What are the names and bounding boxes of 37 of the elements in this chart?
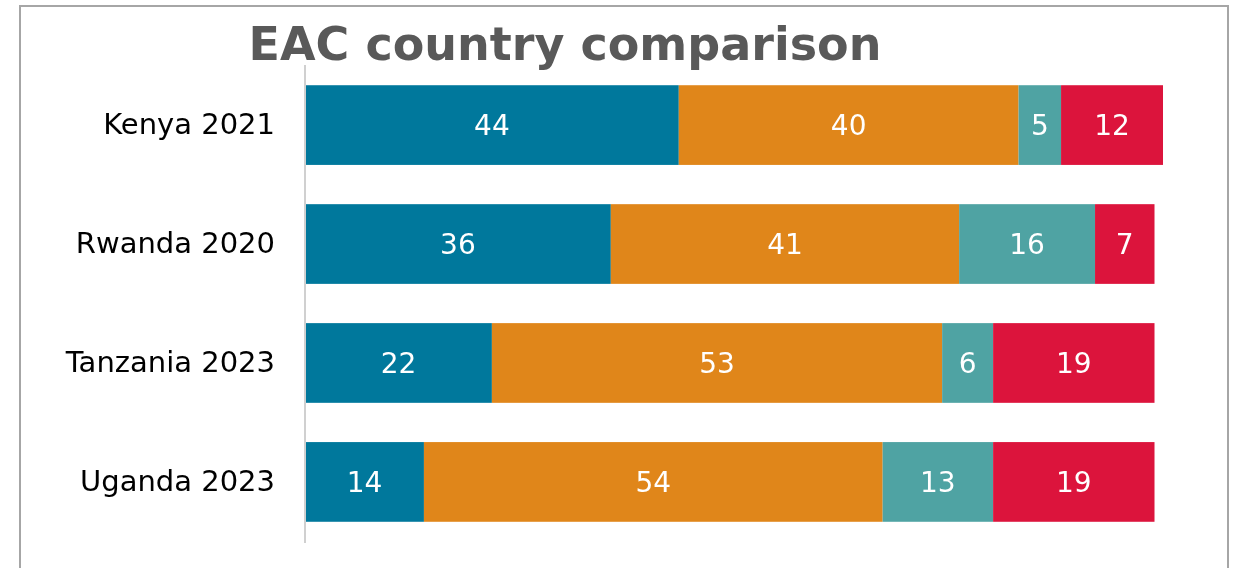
data-label: 40 <box>830 108 867 142</box>
data-label: 41 <box>767 227 803 261</box>
data-label: 14 <box>346 465 383 499</box>
bar <box>610 204 960 284</box>
data-label: 19 <box>1055 465 1092 499</box>
chart-title: EAC country comparison <box>248 17 882 71</box>
data-label: 44 <box>474 108 510 142</box>
bar <box>882 442 994 522</box>
bar <box>305 204 611 284</box>
data-label: 53 <box>699 346 735 380</box>
bar <box>423 442 883 522</box>
y-tick-label: Rwanda 2020 <box>75 226 275 261</box>
bar <box>942 323 994 403</box>
data-label: 7 <box>1115 227 1134 261</box>
data-label: 36 <box>440 227 476 261</box>
data-label: 19 <box>1055 346 1092 380</box>
bar <box>1018 85 1062 165</box>
data-label: 22 <box>380 346 417 380</box>
data-label: 5 <box>1030 108 1049 142</box>
bar <box>305 323 492 403</box>
bar <box>993 323 1155 403</box>
bar <box>305 85 679 165</box>
y-tick-label: Uganda 2023 <box>80 464 275 499</box>
data-label: 12 <box>1094 108 1130 142</box>
bar <box>1061 85 1163 165</box>
data-label: 6 <box>958 346 977 380</box>
bar <box>491 323 943 403</box>
bar <box>305 442 424 522</box>
data-label: 16 <box>1009 227 1045 261</box>
bar <box>1095 204 1155 284</box>
bar <box>678 85 1019 165</box>
bar <box>959 204 1096 284</box>
y-tick-label: Kenya 2021 <box>103 107 275 142</box>
data-label: 54 <box>635 465 672 499</box>
y-tick-label: Tanzania 2023 <box>64 345 275 380</box>
bar <box>993 442 1155 522</box>
data-label: 13 <box>920 465 956 499</box>
